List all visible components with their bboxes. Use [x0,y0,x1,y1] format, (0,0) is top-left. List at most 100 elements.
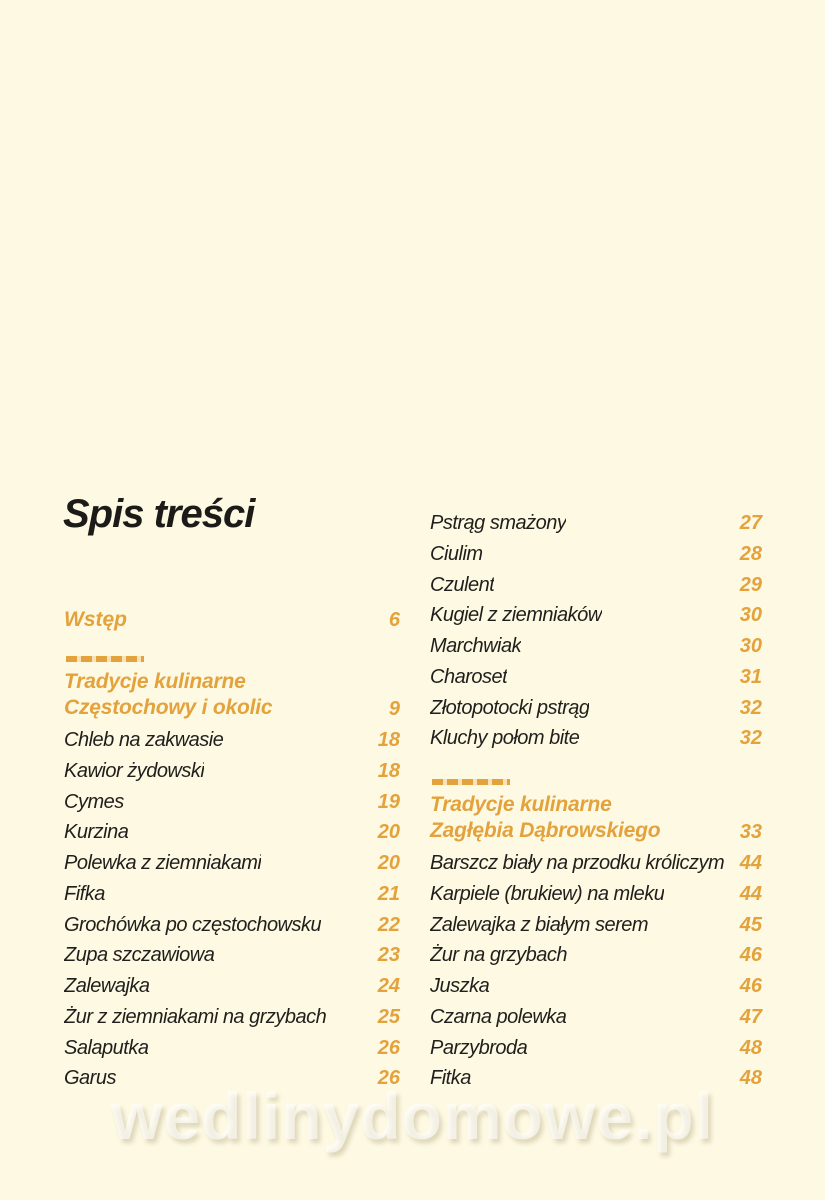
toc-entry: Fitka 48 [430,1067,762,1098]
toc-entry-title: Kugiel z ziemniaków [430,604,602,627]
section-separator [432,779,510,785]
intro-page-number: 6 [388,609,400,631]
toc-entry: Żur na grzybach 46 [430,944,762,975]
toc-entry-title: Zupa szczawiowa [64,944,215,967]
toc-entry: Karpiele (brukiew) na mleku 44 [430,883,762,914]
toc-entry: Barszcz biały na przodku króliczym 44 [430,852,762,883]
toc-entry-title: Polewka z ziemniakami [64,852,262,874]
toc-entry-page: 20 [377,821,400,844]
toc-entry-title: Juszka [430,975,490,997]
toc-entry-page: 46 [739,944,762,967]
section-page-number: 9 [388,698,400,720]
toc-entry: Złotopotocki pstrąg 32 [430,697,762,728]
toc-entry-title: Zalewajka z białym serem [430,913,649,936]
toc-entry-page: 32 [739,727,762,750]
toc-entry-title: Czarna polewka [430,1005,567,1028]
toc-entry-page: 47 [739,1005,762,1028]
toc-entry-title: Czulent [430,573,495,596]
toc-entry: Kurzina 20 [64,821,400,852]
toc-entry-title: Kluchy połom bite [430,727,580,750]
toc-entry-title: Ciulim [430,542,483,565]
toc-entry-page: 48 [739,1036,762,1059]
toc-entry-page: 27 [739,512,762,534]
toc-entry-page: 28 [739,542,762,565]
toc-entry-page: 18 [377,759,400,782]
toc-entry: Czarna polewka 47 [430,1006,762,1037]
toc-entry-title: Żur z ziemniakami na grzybach [64,1005,327,1028]
toc-entry: Cymes 19 [64,791,400,822]
toc-entry-title: Barszcz biały na przodku króliczym [430,852,725,874]
toc-entry: Pstrąg smażony 27 [430,512,762,543]
toc-entry-page: 20 [377,852,400,874]
toc-entry-page: 29 [739,573,762,596]
toc-entry-page: 30 [739,604,762,627]
section-heading-zaglebie: Tradycje kulinarne Zagłębia Dąbrowskiego… [430,792,762,844]
toc-entry: Charoset 31 [430,666,762,697]
toc-intro-row: Wstęp 6 [64,608,400,632]
toc-entry-title: Parzybroda [430,1036,528,1059]
toc-entry: Marchwiak 30 [430,635,762,666]
section-heading-line1: Tradycje kulinarne [430,793,612,816]
section-page-number: 33 [739,821,762,843]
toc-entry-title: Marchwiak [430,635,522,657]
toc-entry-title: Zalewajka [64,975,150,997]
toc-entry-title: Karpiele (brukiew) na mleku [430,882,665,905]
toc-entry-title: Żur na grzybach [430,944,568,967]
toc-entry: Kluchy połom bite 32 [430,727,762,758]
toc-entry-title: Fitka [430,1067,471,1090]
toc-entry-title: Garus [64,1067,116,1090]
toc-entry: Żur z ziemniakami na grzybach 25 [64,1006,400,1037]
toc-entry: Juszka 46 [430,975,762,1006]
toc-entry: Kugiel z ziemniaków 30 [430,604,762,635]
section-heading-line2: Zagłębia Dąbrowskiego [430,819,661,842]
toc-entry-page: 46 [739,975,762,997]
toc-entry-title: Pstrąg smażony [430,512,567,534]
toc-entry: Grochówka po częstochowsku 22 [64,914,400,945]
toc-entry-page: 21 [377,882,400,905]
section-heading-line1: Tradycje kulinarne [64,670,246,693]
toc-entry-title: Złotopotocki pstrąg [430,696,590,719]
toc-items-right-bottom: Barszcz biały na przodku króliczym 44 Karp… [430,852,762,1098]
toc-entry-page: 48 [739,1067,762,1090]
intro-label: Wstęp [64,608,127,631]
toc-entry-page: 31 [739,665,762,688]
toc-entry: Chleb na zakwasie 18 [64,729,400,760]
toc-entry-page: 44 [739,882,762,905]
toc-entry-title: Charoset [430,665,508,688]
toc-entry-page: 45 [739,913,762,936]
toc-entry: Parzybroda 48 [430,1037,762,1068]
toc-entry-page: 23 [377,944,400,967]
toc-entry-page: 25 [377,1005,400,1028]
toc-entry: Polewka z ziemniakami 20 [64,852,400,883]
toc-entry-title: Kawior żydowski [64,759,205,782]
toc-entry-title: Grochówka po częstochowsku [64,913,322,936]
toc-entry: Zalewajka z białym serem 45 [430,914,762,945]
toc-entry-page: 24 [377,975,400,997]
toc-entry-title: Kurzina [64,821,129,844]
toc-entry: Zupa szczawiowa 23 [64,944,400,975]
section-heading-czestochowa: Tradycje kulinarne Częstochowy i okolic … [64,669,400,721]
toc-entry-page: 44 [739,852,762,874]
toc-entry-page: 19 [377,790,400,813]
toc-entry-page: 26 [377,1067,400,1090]
toc-entry-title: Cymes [64,790,124,813]
toc-entry-page: 22 [377,913,400,936]
toc-entry-page: 26 [377,1036,400,1059]
toc-entry: Ciulim 28 [430,543,762,574]
toc-entry: Salaputka 26 [64,1037,400,1068]
toc-entry-page: 18 [377,729,400,751]
toc-entry: Zalewajka 24 [64,975,400,1006]
toc-entry: Garus 26 [64,1067,400,1098]
toc-entry-title: Salaputka [64,1036,149,1059]
section-separator [66,656,144,662]
toc-entry-page: 32 [739,696,762,719]
toc-entry: Czulent 29 [430,574,762,605]
page-title: Spis treści [63,492,255,536]
section-heading-line2: Częstochowy i okolic [64,696,273,719]
toc-entry-title: Chleb na zakwasie [64,729,224,751]
toc-items-left: Chleb na zakwasie 18 Kawior żydowski 18 Cyme… [64,729,400,1098]
toc-entry-page: 30 [739,635,762,657]
toc-entry-title: Fifka [64,882,105,905]
toc-entry: Fifka 21 [64,883,400,914]
